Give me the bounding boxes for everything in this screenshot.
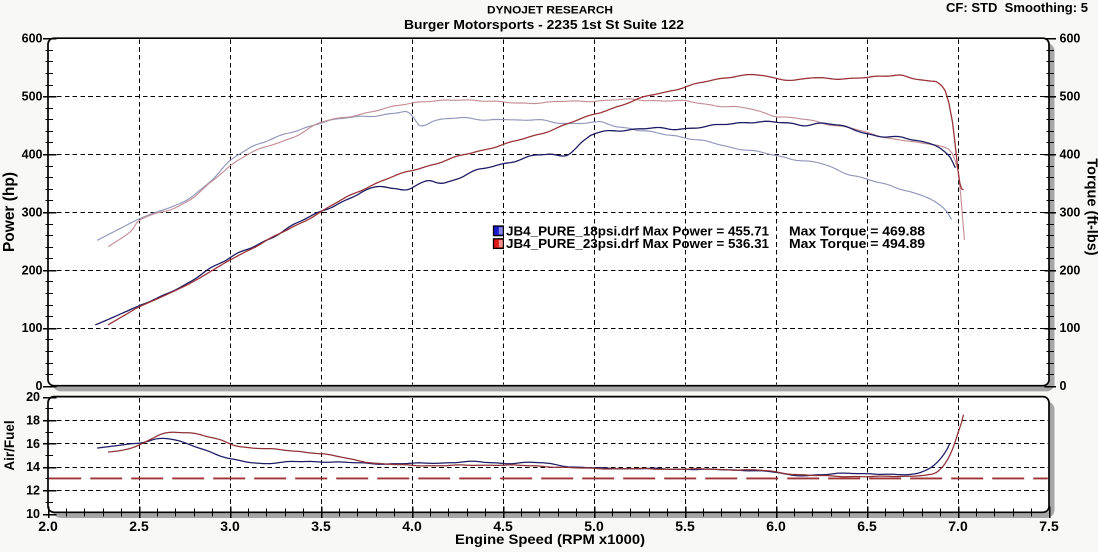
svg-text:500: 500: [22, 90, 43, 104]
svg-text:100: 100: [1060, 321, 1081, 335]
svg-text:3.5: 3.5: [311, 518, 331, 534]
svg-text:12: 12: [26, 484, 40, 498]
svg-text:7.5: 7.5: [1039, 518, 1059, 534]
svg-text:CF: STD Smoothing: 5: CF: STD Smoothing: 5: [946, 0, 1088, 15]
svg-text:200: 200: [22, 263, 43, 277]
svg-text:Power (hp): Power (hp): [1, 172, 18, 252]
svg-text:2.0: 2.0: [38, 518, 58, 534]
svg-text:Air/Fuel: Air/Fuel: [2, 420, 17, 470]
svg-text:18: 18: [26, 413, 40, 427]
svg-text:600: 600: [22, 32, 43, 46]
svg-text:5.5: 5.5: [675, 518, 695, 534]
svg-text:6.0: 6.0: [766, 518, 786, 534]
svg-text:2.5: 2.5: [129, 518, 149, 534]
svg-text:300: 300: [1060, 205, 1081, 219]
svg-text:4.0: 4.0: [402, 518, 422, 534]
svg-text:600: 600: [1060, 32, 1081, 46]
svg-text:Engine Speed (RPM x1000): Engine Speed (RPM x1000): [455, 531, 645, 547]
svg-text:JB4_PURE_23psi.drf Max Power =: JB4_PURE_23psi.drf Max Power = 536.31: [506, 237, 769, 251]
svg-text:0: 0: [1060, 379, 1067, 393]
svg-text:DYNOJET RESEARCH: DYNOJET RESEARCH: [487, 5, 613, 17]
svg-text:100: 100: [22, 321, 43, 335]
svg-text:16: 16: [26, 437, 40, 451]
svg-text:400: 400: [1060, 147, 1081, 161]
svg-text:Max Torque = 494.89: Max Torque = 494.89: [789, 237, 925, 251]
svg-text:400: 400: [22, 147, 43, 161]
svg-text:6.5: 6.5: [857, 518, 877, 534]
svg-text:7.0: 7.0: [948, 518, 968, 534]
svg-text:300: 300: [22, 205, 43, 219]
svg-text:Torque (ft-lbs): Torque (ft-lbs): [1084, 158, 1098, 255]
svg-text:200: 200: [1060, 263, 1081, 277]
svg-text:500: 500: [1060, 90, 1081, 104]
svg-text:20: 20: [26, 390, 40, 404]
svg-text:3.0: 3.0: [220, 518, 240, 534]
svg-text:Burger Motorsports - 2235 1st: Burger Motorsports - 2235 1st St Suite 1…: [404, 17, 684, 32]
svg-text:14: 14: [26, 460, 40, 474]
